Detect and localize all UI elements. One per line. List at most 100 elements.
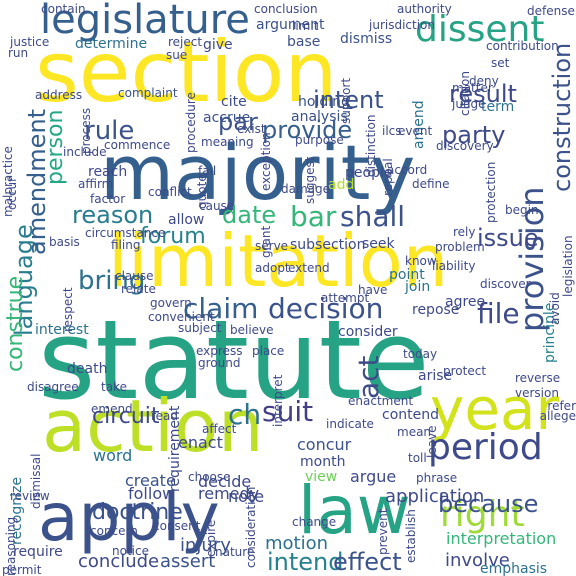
word-par: par <box>218 108 258 136</box>
word-interest: interest <box>35 322 89 338</box>
word-disagree: disagree <box>27 380 79 394</box>
word-phrase: phrase <box>416 471 458 485</box>
word-justice: justice <box>10 35 50 49</box>
word-review: review <box>10 489 50 503</box>
word-quote: quote <box>195 174 209 209</box>
word-require: require <box>13 544 63 560</box>
word-support: support <box>339 77 353 124</box>
word-consent: consent <box>153 519 201 533</box>
word-basis: basis <box>49 235 80 249</box>
word-rule: rule <box>84 116 135 146</box>
word-allege: allege <box>539 409 576 423</box>
word-complaint: complaint <box>118 86 178 100</box>
word-date: date <box>222 201 277 229</box>
word-remedy: remedy <box>198 484 260 503</box>
word-suggest: suggest <box>303 156 317 204</box>
word-place: place <box>252 344 285 358</box>
word-people: people <box>345 165 393 181</box>
word-forum: forum <box>140 224 206 249</box>
word-purpose: purpose <box>295 133 344 147</box>
word-repose: repose <box>412 302 460 318</box>
word-adopt: adopt <box>255 261 290 275</box>
word-circuit: circuit <box>92 404 160 429</box>
word-give: give <box>203 37 233 53</box>
word-dismiss: dismiss <box>340 31 393 47</box>
word-notice: notice <box>112 544 149 558</box>
word-analysis: analysis <box>291 109 348 125</box>
word-contribution: contribution <box>486 39 559 53</box>
word-month: month <box>300 454 346 470</box>
word-affect: affect <box>202 422 237 436</box>
word-distinction: distinction <box>364 114 378 177</box>
word-conflict: conflict <box>148 185 192 199</box>
word-factor: factor <box>90 192 126 206</box>
word-intend: intend <box>267 548 344 576</box>
word-interpretation: interpretation <box>446 529 557 548</box>
word-exception: exception <box>259 131 273 191</box>
word-file: file <box>477 297 520 330</box>
word-run: run <box>8 46 29 60</box>
word-read: read <box>151 409 179 423</box>
word-effect: effect <box>333 548 402 576</box>
word-holding: holding <box>298 94 350 110</box>
word-note: note <box>228 487 265 506</box>
word-enact: enact <box>178 433 223 452</box>
word-follow: follow <box>128 484 176 503</box>
word-act: act <box>352 355 385 399</box>
word-shall: shall <box>340 200 406 233</box>
word-provide: provide <box>262 116 353 144</box>
word-procedure: procedure <box>184 91 198 153</box>
word-dissent: dissent <box>415 9 545 50</box>
word-agree: agree <box>445 294 486 310</box>
word-arise: arise <box>418 368 453 384</box>
word-clause: clause <box>115 269 154 283</box>
word-join: join <box>405 279 431 295</box>
word-concern: concern <box>90 524 138 538</box>
word-sue: sue <box>166 48 188 62</box>
word-liability: liability <box>432 259 476 273</box>
word-avoid: avoid <box>548 292 562 325</box>
word-contend: contend <box>382 407 439 423</box>
word-nature: nature <box>215 545 255 559</box>
word-enactment: enactment <box>348 394 414 408</box>
word-toll: toll <box>408 451 427 465</box>
word-result: result <box>449 80 517 108</box>
word-mean: mean <box>397 425 432 439</box>
word-relate: relate <box>121 282 156 296</box>
word-set: set <box>491 56 510 70</box>
word-involve: involve <box>445 550 510 571</box>
word-prevent: prevent <box>376 508 390 555</box>
word-claim: claim <box>183 292 259 325</box>
word-judge: judge <box>452 97 486 111</box>
word-leave: leave <box>425 425 439 458</box>
word-subsection: subsection <box>290 237 366 253</box>
word-intent: intent <box>313 86 384 114</box>
word-right: right <box>440 494 525 535</box>
word-govern: govern <box>150 296 192 310</box>
word-subject: subject <box>178 321 222 335</box>
word-apply: apply <box>38 479 220 556</box>
word-conclude: conclude <box>78 551 160 572</box>
word-permit: permit <box>2 563 42 576</box>
word-attempt: attempt <box>321 291 370 305</box>
word-address: address <box>35 88 83 102</box>
word-allow: allow <box>168 212 205 228</box>
word-refer: refer <box>547 399 576 413</box>
word-base: base <box>287 34 321 50</box>
word-believe: believe <box>230 323 274 337</box>
word-begin: begin <box>505 203 539 217</box>
word-legislation: legislation <box>561 234 575 297</box>
word-emphasis: emphasis <box>480 561 548 576</box>
word-include: include <box>63 145 107 159</box>
word-problem: problem <box>435 240 485 254</box>
word-damage: damage <box>281 182 331 196</box>
word-assert: assert <box>160 551 216 572</box>
word-convenient: convenient <box>148 310 215 324</box>
word-legislature: legislature <box>40 0 250 43</box>
word-change: change <box>292 515 337 529</box>
word-serve: serve <box>255 239 289 253</box>
word-extend: extend <box>288 261 330 275</box>
word-view: view <box>305 469 338 485</box>
word-point: point <box>389 267 425 283</box>
